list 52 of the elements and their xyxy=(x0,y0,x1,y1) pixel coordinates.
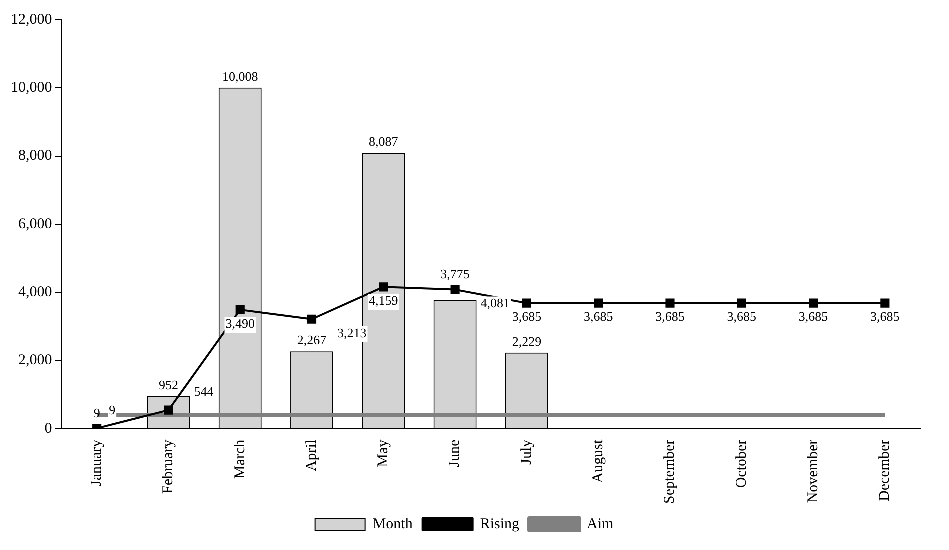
point xyxy=(737,298,746,308)
x-tick-label: January xyxy=(89,439,106,487)
data-label: 10,008 xyxy=(222,68,258,84)
y-tick-label: 12,000 xyxy=(11,12,52,28)
x-tick-label: December xyxy=(877,440,894,502)
y-tick-label: 10,000 xyxy=(11,80,52,96)
y-tick-label: 0 xyxy=(44,420,52,437)
data-label: 544 xyxy=(194,384,214,400)
x-tick-label: June xyxy=(447,440,464,468)
point xyxy=(379,282,388,292)
x-tick-label: November xyxy=(805,440,822,504)
data-label: 3,685 xyxy=(798,309,828,324)
legend-label: Month xyxy=(372,516,414,532)
data-label: 9 xyxy=(109,402,116,418)
x-tick-label: March xyxy=(232,439,248,480)
data-label: 2,229 xyxy=(512,334,542,349)
point xyxy=(164,406,174,415)
data-label: 952 xyxy=(158,377,178,392)
data-label: 3,685 xyxy=(870,309,900,324)
data-label: 9 xyxy=(94,405,100,420)
y-tick-label: 6,000 xyxy=(18,216,52,232)
point xyxy=(666,298,675,308)
point xyxy=(307,314,317,324)
legend-label: Rising xyxy=(480,516,520,532)
data-label: 4,159 xyxy=(369,293,398,308)
data-label: 3,213 xyxy=(338,325,367,340)
x-tick-label: April xyxy=(304,440,320,472)
point xyxy=(236,305,245,314)
data-label: 3,685 xyxy=(656,309,685,324)
point xyxy=(880,298,890,308)
data-label: 3,775 xyxy=(440,266,470,282)
data-label: 3,490 xyxy=(226,316,255,331)
point xyxy=(808,298,818,308)
x-tick-label: July xyxy=(518,439,535,465)
y-tick-label: 2,000 xyxy=(18,352,52,369)
data-label: 3,685 xyxy=(584,309,614,324)
legend-label: Aim xyxy=(587,516,614,532)
y-tick-label: 4,000 xyxy=(18,284,52,301)
x-tick-label: May xyxy=(376,439,392,468)
data-label: 2,267 xyxy=(297,332,328,348)
x-tick-label: October xyxy=(734,440,750,488)
data-label: 8,087 xyxy=(369,134,399,150)
data-label: 3,685 xyxy=(727,309,757,324)
x-tick-label: September xyxy=(662,440,678,504)
x-tick-label: February xyxy=(160,439,177,494)
data-label: 4,081 xyxy=(480,296,510,311)
point xyxy=(450,285,460,294)
y-tick-label: 8,000 xyxy=(18,148,52,164)
point xyxy=(522,298,532,308)
data-label: 3,685 xyxy=(512,309,542,324)
point xyxy=(594,298,604,308)
x-tick-label: August xyxy=(590,439,607,484)
